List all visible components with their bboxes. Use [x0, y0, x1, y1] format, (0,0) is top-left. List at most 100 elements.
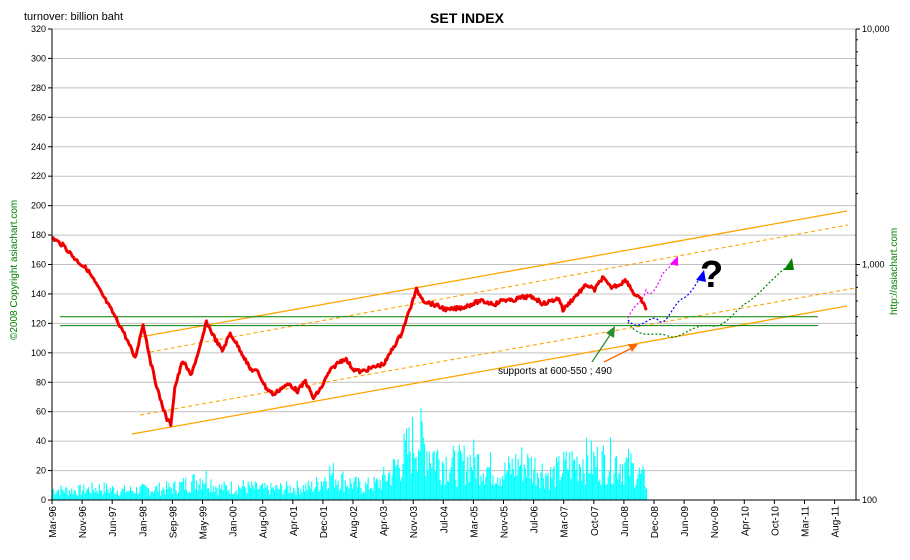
turnover-bar [307, 480, 309, 500]
turnover-bar [646, 488, 648, 500]
turnover-bar [616, 455, 618, 500]
turnover-bar [97, 493, 99, 500]
turnover-bar [407, 454, 409, 500]
turnover-bar [264, 482, 266, 500]
turnover-bar [92, 489, 94, 500]
x-tick-label: Nov-03 [409, 506, 420, 539]
turnover-bar [222, 490, 224, 500]
turnover-bar [102, 494, 104, 500]
x-tick-label: Mar-07 [560, 506, 571, 538]
turnover-bar [559, 480, 561, 500]
left-tick-label: 100 [31, 348, 46, 358]
turnover-bar [612, 483, 614, 500]
turnover-bar [586, 437, 588, 500]
turnover-bar [215, 486, 217, 500]
turnover-bar [402, 464, 404, 500]
turnover-bar [509, 463, 511, 500]
turnover-bar [64, 492, 66, 500]
turnover-bar [643, 469, 645, 500]
turnover-bar [464, 484, 466, 500]
turnover-bar [589, 473, 591, 500]
turnover-bar [259, 485, 261, 500]
turnover-bar [552, 469, 554, 500]
turnover-bar [232, 493, 234, 500]
turnover-bar [378, 487, 380, 500]
turnover-bar [202, 480, 204, 500]
turnover-bar [532, 483, 534, 500]
turnover-bar [224, 484, 226, 500]
turnover-bar [70, 493, 72, 500]
turnover-bar [486, 467, 488, 500]
turnover-bar [200, 489, 202, 500]
left-tick-label: 320 [31, 24, 46, 34]
turnover-bar [454, 450, 456, 500]
turnover-bar [366, 484, 368, 500]
turnover-bar [373, 476, 375, 500]
turnover-bar [542, 478, 544, 500]
turnover-bar [143, 484, 145, 500]
turnover-bar [367, 477, 369, 500]
turnover-bar [382, 474, 384, 500]
turnover-bar [265, 487, 267, 500]
turnover-bar [247, 481, 249, 500]
turnover-bar [334, 487, 336, 500]
turnover-bar [450, 467, 452, 500]
turnover-bar [185, 477, 187, 500]
turnover-bar [94, 492, 96, 500]
turnover-bar [276, 484, 278, 500]
turnover-bar [421, 421, 423, 500]
turnover-bar [149, 495, 151, 500]
turnover-bar [558, 456, 560, 500]
turnover-bar [574, 459, 576, 500]
turnover-bar [416, 471, 418, 500]
turnover-bar [584, 484, 586, 500]
turnover-bar [510, 474, 512, 500]
turnover-bar [266, 485, 268, 500]
turnover-bar [269, 494, 271, 500]
turnover-bar [395, 466, 397, 500]
turnover-bar [82, 490, 84, 500]
turnover-bar [300, 489, 302, 500]
turnover-bar [140, 485, 142, 500]
turnover-bar [274, 490, 276, 500]
turnover-bar [517, 459, 519, 500]
channel-lower-line [131, 305, 848, 435]
projection-blue [627, 273, 703, 326]
support-arrow-orange-head [628, 344, 638, 352]
projection-blue-arrowhead [696, 270, 706, 282]
turnover-bar [172, 493, 174, 500]
turnover-bar [425, 476, 427, 500]
turnover-bar [354, 477, 356, 500]
turnover-bar [516, 475, 518, 500]
turnover-bar [252, 485, 254, 500]
x-tick-label: Oct-07 [590, 506, 601, 536]
turnover-bar [578, 464, 580, 500]
turnover-bar [158, 482, 160, 500]
turnover-bar [587, 455, 589, 500]
turnover-bar [580, 466, 582, 500]
turnover-bar [80, 494, 82, 500]
turnover-bar [100, 490, 102, 500]
turnover-bar [248, 485, 250, 500]
turnover-bar [112, 486, 114, 500]
turnover-bar [604, 454, 606, 500]
turnover-bar [361, 493, 363, 500]
turnover-bar [601, 451, 603, 500]
projection-green-arrowhead [784, 258, 794, 270]
turnover-bar [568, 470, 570, 500]
turnover-bar [625, 457, 627, 500]
right-axis-ticks: 100 1,000 10,000 [856, 24, 890, 505]
turnover-bar [268, 490, 270, 500]
turnover-bar [491, 484, 493, 500]
x-tick-label: Jan-98 [138, 506, 149, 537]
support-arrow-orange [603, 347, 633, 363]
turnover-bar [540, 472, 542, 500]
turnover-bar [67, 495, 69, 500]
left-tick-label: 40 [36, 436, 46, 446]
turnover-bar [359, 481, 361, 500]
turnover-bar [449, 472, 451, 500]
turnover-bar [91, 482, 93, 500]
turnover-bar [593, 451, 595, 500]
turnover-bar [602, 445, 604, 500]
